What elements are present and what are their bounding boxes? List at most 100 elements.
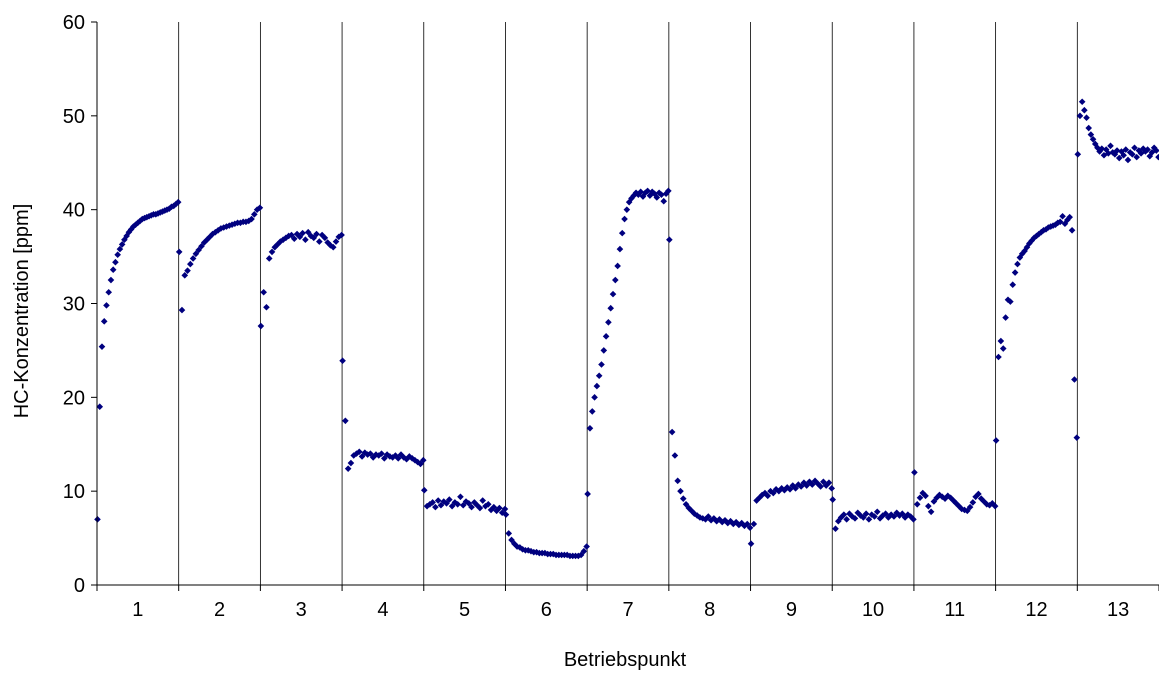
data-point [644, 187, 651, 195]
data-point [429, 499, 436, 506]
data-point [134, 219, 142, 227]
data-point [710, 515, 718, 522]
data-point [1073, 434, 1081, 441]
data-point [1131, 144, 1138, 152]
data-point [321, 234, 329, 242]
data-point [1129, 151, 1136, 158]
data-point [1018, 250, 1026, 258]
data-point [972, 493, 979, 501]
data-point [1135, 147, 1143, 154]
data-point [109, 266, 117, 274]
data-point [595, 372, 603, 380]
x-tick-label: 12 [1025, 599, 1047, 621]
data-point [609, 290, 617, 298]
data-point [825, 479, 833, 487]
data-point [174, 198, 182, 206]
data-point [268, 248, 276, 256]
data-point [1144, 146, 1151, 153]
data-point [668, 428, 676, 436]
data-point [344, 465, 352, 472]
data-point [623, 206, 631, 213]
data-point [1074, 151, 1082, 158]
data-point [961, 506, 968, 514]
data-point [417, 460, 424, 468]
data-point [490, 503, 498, 511]
data-point [1091, 140, 1099, 148]
x-tick-label: 10 [862, 599, 884, 621]
data-point [288, 231, 295, 239]
data-point [502, 511, 510, 518]
data-point [913, 501, 921, 508]
data-point [682, 501, 690, 508]
data-point [369, 454, 377, 461]
data-point [1139, 145, 1147, 152]
data-point [353, 450, 360, 457]
data-point [756, 494, 763, 502]
data-point [910, 516, 917, 523]
data-point [969, 499, 977, 506]
data-point [347, 459, 355, 467]
data-point [98, 343, 106, 350]
data-point [277, 238, 284, 245]
data-point [618, 229, 626, 237]
data-point [746, 524, 754, 532]
y-tick-label: 10 [63, 481, 85, 503]
data-point [260, 288, 267, 296]
data-point [621, 215, 628, 223]
data-point [1011, 269, 1019, 276]
x-tick-label: 8 [704, 599, 715, 621]
y-tick-label: 30 [63, 294, 85, 316]
data-point [630, 192, 638, 199]
data-point [251, 211, 258, 218]
data-point [105, 288, 113, 296]
data-point [220, 224, 228, 231]
data-point [403, 455, 410, 463]
data-point [217, 225, 225, 232]
data-point [966, 503, 974, 511]
data-point [114, 251, 121, 259]
data-point [764, 492, 772, 500]
data-point [375, 452, 383, 459]
y-tick-label: 20 [63, 387, 85, 409]
segment-divider-lines [178, 22, 1078, 585]
data-point [457, 493, 464, 501]
data-point [635, 191, 642, 198]
y-tick-label: 60 [63, 12, 85, 34]
data-point [699, 515, 707, 522]
data-point [721, 516, 729, 524]
data-point [947, 494, 954, 502]
data-point [1087, 131, 1095, 138]
y-axis-ticks [91, 21, 1159, 591]
data-point [1059, 212, 1066, 220]
data-point [1133, 153, 1140, 161]
data-point [257, 322, 265, 330]
data-point [637, 188, 644, 196]
data-point [498, 509, 506, 517]
data-point [658, 191, 665, 198]
data-point [607, 304, 615, 312]
data-point [655, 189, 663, 197]
data-point [614, 262, 621, 270]
data-point [192, 250, 200, 258]
data-point [679, 495, 687, 502]
data-point [516, 544, 524, 551]
data-point [432, 503, 439, 511]
y-tick-label: 0 [74, 575, 85, 597]
data-point [922, 492, 929, 500]
data-point [248, 215, 255, 223]
data-point [332, 238, 340, 245]
data-point [1098, 145, 1106, 152]
data-point [1122, 146, 1130, 153]
data-point [893, 509, 901, 517]
data-point [302, 236, 309, 243]
data-point [820, 478, 827, 486]
data-point [665, 187, 672, 195]
data-point [786, 485, 794, 493]
data-point [671, 452, 679, 459]
data-point [437, 501, 445, 509]
data-point [440, 498, 448, 505]
data-point [187, 260, 194, 268]
data-point [828, 485, 836, 492]
data-point [1076, 112, 1084, 120]
